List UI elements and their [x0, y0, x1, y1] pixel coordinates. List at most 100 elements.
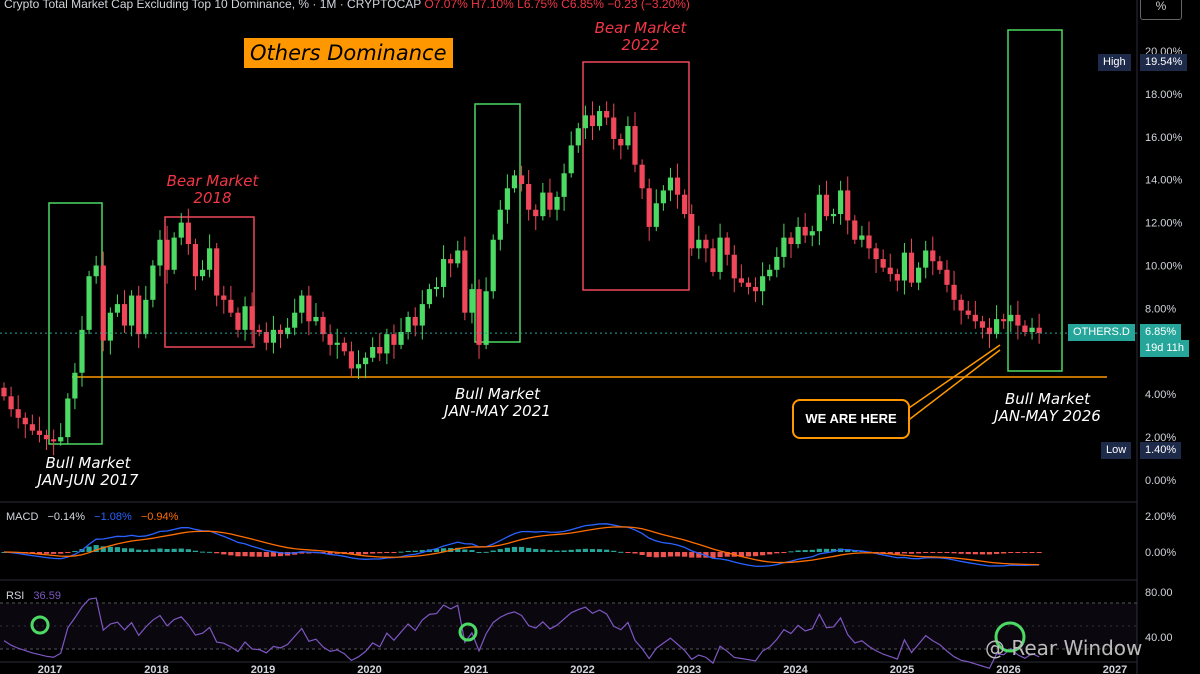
macd-histogram-bar: [994, 552, 1000, 554]
macd-histogram-bar: [951, 552, 957, 554]
macd-histogram-bar: [199, 551, 206, 553]
x-tick-label: 2022: [570, 664, 594, 674]
macd-histogram-bar: [916, 552, 922, 554]
candle-body: [341, 342, 347, 352]
candle-body: [604, 111, 610, 118]
candle-body: [129, 295, 135, 326]
candle-body: [972, 314, 978, 322]
x-tick-label: 2018: [144, 664, 168, 674]
macd-histogram-bar: [263, 552, 269, 557]
macd-histogram-bar: [419, 550, 425, 552]
macd-histogram-bar: [880, 552, 886, 554]
x-tick-label: 2024: [783, 664, 808, 674]
macd-histogram-bar: [214, 552, 220, 554]
candle-body: [682, 194, 688, 215]
we-are-here-callout: WE ARE HERE: [792, 399, 910, 439]
macd-signal-line: [3, 526, 1040, 566]
y-tick-label: 0.00%: [1145, 475, 1176, 487]
macd-histogram-bar: [781, 552, 787, 553]
candle-body: [270, 329, 277, 343]
chart-title: Others Dominance: [244, 38, 453, 68]
macd-histogram-bar: [540, 549, 546, 552]
percent-scale-button[interactable]: %: [1140, 0, 1182, 20]
candle-body: [242, 306, 248, 330]
candle-body: [618, 138, 624, 146]
macd-histogram-bar: [596, 549, 603, 552]
candle-body: [547, 192, 553, 210]
candle-body: [1, 387, 7, 397]
candle-body: [391, 334, 397, 345]
symbol-tag: OTHERS.D: [1068, 324, 1135, 341]
macd-histogram-bar: [887, 552, 893, 554]
x-tick-label: 2021: [464, 664, 488, 674]
symbol-title: Crypto Total Market Cap Excluding Top 10…: [4, 0, 422, 11]
macd-histogram-bar: [965, 552, 971, 555]
candle-body: [178, 222, 184, 238]
candle-body: [838, 190, 844, 215]
macd-histogram-bar: [327, 552, 333, 554]
candle-body: [611, 117, 617, 139]
macd-histogram-bar: [1008, 552, 1014, 553]
candle-body: [199, 269, 206, 277]
candle-body: [448, 259, 454, 264]
candle-body: [469, 289, 475, 313]
macd-histogram-bar: [1036, 552, 1042, 553]
macd-histogram-bar: [774, 552, 780, 554]
macd-histogram-bar: [582, 548, 588, 552]
macd-histogram-bar: [554, 550, 560, 552]
chart-header: Crypto Total Market Cap Excluding Top 10…: [4, 0, 690, 11]
candle-body: [653, 203, 659, 227]
candle-body: [767, 269, 773, 277]
macd-histogram-bar: [86, 546, 92, 552]
macd-histogram-bar: [795, 550, 801, 552]
macd-histogram-bar: [249, 552, 255, 557]
macd-histogram-bar: [476, 551, 482, 553]
bull-2017-label: Bull Market JAN-JUN 2017: [37, 454, 139, 489]
macd-histogram-bar: [937, 552, 943, 553]
candle-body: [724, 237, 730, 255]
macd-histogram-bar: [639, 552, 645, 555]
callout-pointer: [905, 344, 1001, 411]
candle-body: [625, 126, 631, 146]
macd-histogram-bar: [157, 548, 163, 552]
macd-histogram-bar: [745, 552, 752, 557]
candle-body: [894, 274, 900, 281]
candle-body: [774, 256, 780, 270]
macd-histogram-bar: [788, 551, 794, 553]
macd-histogram-bar: [185, 549, 191, 552]
candle-body: [43, 434, 50, 440]
candle-body: [292, 312, 298, 328]
bull-2017-box: [48, 202, 103, 445]
candle-body: [405, 316, 411, 332]
candle-body: [22, 417, 28, 425]
candle-body: [334, 342, 340, 345]
candle-body: [29, 424, 35, 431]
candle-body: [214, 248, 220, 296]
macd-histogram-bar: [767, 552, 773, 555]
candle-body: [958, 299, 964, 311]
macd-histogram-bar: [440, 548, 447, 552]
candle-body: [689, 214, 695, 249]
candle-body: [1036, 327, 1042, 334]
macd-histogram-bar: [908, 552, 915, 554]
macd-histogram-bar: [469, 550, 475, 552]
macd-histogram-bar: [930, 552, 936, 553]
rsi-bottom-circle: [30, 615, 50, 635]
y-tick-label: 10.00%: [1145, 261, 1183, 273]
candle-body: [377, 347, 383, 354]
candle-body: [58, 437, 64, 442]
candle-body: [285, 327, 291, 335]
candle-body: [639, 164, 645, 189]
macd-histogram-bar: [724, 552, 730, 557]
candle-body: [398, 331, 404, 345]
x-tick-label: 2023: [677, 664, 701, 674]
candle-body: [674, 177, 681, 195]
candle-body: [667, 177, 674, 191]
macd-histogram-bar: [114, 547, 121, 552]
macd-histogram-bar: [355, 552, 362, 555]
macd-histogram-bar: [923, 552, 929, 553]
candle-body: [561, 173, 567, 197]
macd-histogram-bar: [129, 548, 135, 552]
candle-body: [781, 237, 787, 257]
